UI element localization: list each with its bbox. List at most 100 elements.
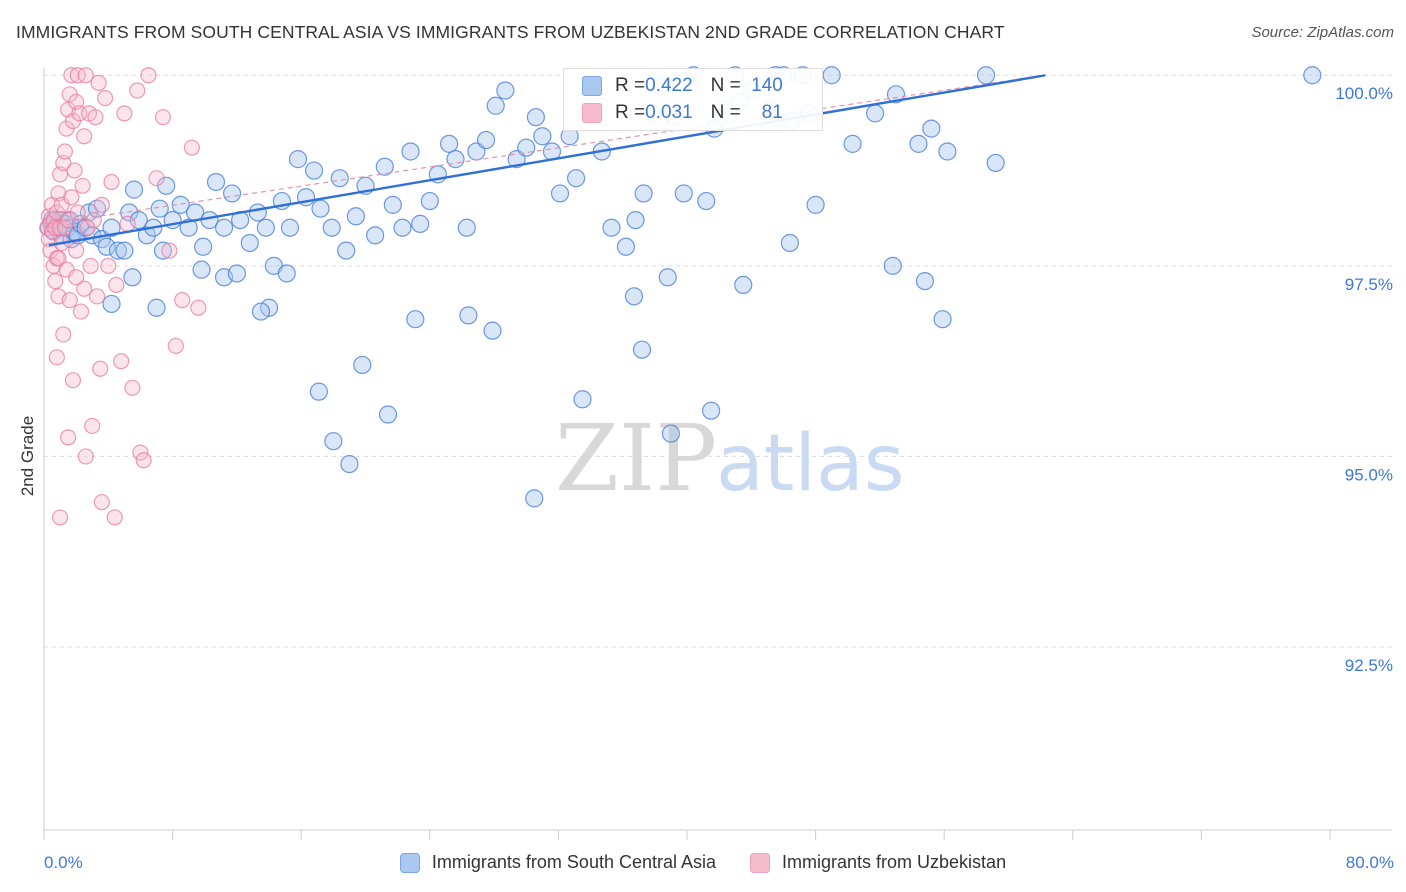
- point-south-central-asia: [256, 218, 275, 237]
- point-south-central-asia: [976, 66, 996, 85]
- point-south-central-asia: [674, 184, 693, 203]
- point-uzbekistan: [85, 211, 102, 229]
- y-tick-labels: 92.5% 95.0% 97.5% 100.0%: [1335, 84, 1393, 675]
- point-uzbekistan: [154, 109, 172, 126]
- point-uzbekistan: [92, 360, 109, 377]
- point-south-central-asia: [401, 142, 420, 161]
- trend-line-south-central-asia: [48, 74, 1046, 247]
- point-south-central-asia: [240, 233, 259, 253]
- point-south-central-asia: [915, 271, 935, 291]
- point-south-central-asia: [526, 108, 545, 127]
- point-south-central-asia: [986, 153, 1005, 173]
- point-south-central-asia: [1303, 66, 1322, 85]
- point-south-central-asia: [658, 268, 677, 287]
- point-uzbekistan: [47, 272, 64, 290]
- point-south-central-asia: [933, 310, 952, 329]
- point-south-central-asia: [222, 184, 242, 203]
- point-south-central-asia: [483, 321, 502, 340]
- point-south-central-asia: [406, 310, 425, 329]
- point-south-central-asia: [459, 306, 478, 325]
- chart-title: IMMIGRANTS FROM SOUTH CENTRAL ASIA VS IM…: [16, 22, 1005, 42]
- point-south-central-asia: [309, 382, 328, 401]
- watermark-atlas: atlas: [716, 419, 905, 509]
- point-uzbekistan: [68, 269, 85, 286]
- point-south-central-asia: [123, 268, 142, 287]
- point-uzbekistan: [148, 170, 165, 187]
- point-south-central-asia: [179, 218, 198, 237]
- point-south-central-asia: [375, 157, 394, 176]
- point-uzbekistan: [66, 162, 83, 179]
- point-south-central-asia: [525, 489, 544, 508]
- point-uzbekistan: [50, 250, 67, 267]
- legend-swatch-pink: [750, 852, 771, 873]
- point-uzbekistan: [84, 417, 101, 435]
- point-south-central-asia: [533, 127, 552, 146]
- stats-swatch-pink: [582, 103, 602, 123]
- point-uzbekistan: [77, 67, 94, 84]
- point-south-central-asia: [457, 218, 476, 237]
- point-uzbekistan: [63, 189, 80, 206]
- point-uzbekistan: [129, 82, 146, 99]
- point-uzbekistan: [61, 292, 78, 309]
- x-tick-label-max: 80.0%: [1345, 853, 1394, 872]
- r-label: R =: [615, 102, 646, 123]
- point-south-central-asia: [661, 424, 681, 443]
- point-south-central-asia: [227, 264, 246, 283]
- point-south-central-asia: [206, 172, 226, 192]
- point-south-central-asia: [439, 134, 459, 153]
- point-south-central-asia: [102, 294, 121, 314]
- point-uzbekistan: [77, 448, 94, 465]
- stats-box: R = 0.422 N = 140 R = 0.031 N = 81: [563, 68, 823, 131]
- point-south-central-asia: [602, 218, 621, 237]
- point-south-central-asia: [697, 191, 716, 211]
- y-tick-label: 92.5%: [1345, 656, 1393, 675]
- series-uzbekistan: [39, 67, 207, 526]
- point-uzbekistan: [116, 105, 133, 122]
- point-south-central-asia: [886, 85, 906, 104]
- point-south-central-asia: [383, 195, 402, 214]
- point-south-central-asia: [102, 218, 121, 237]
- point-south-central-asia: [147, 298, 166, 317]
- stats-row-south-central-asia: R = 0.422 N = 140: [582, 73, 783, 99]
- point-uzbekistan: [76, 128, 93, 145]
- point-south-central-asia: [322, 218, 341, 237]
- point-south-central-asia: [366, 226, 385, 245]
- point-south-central-asia: [277, 264, 296, 283]
- axes: [43, 68, 1392, 840]
- point-south-central-asia: [922, 119, 941, 138]
- point-south-central-asia: [137, 226, 156, 245]
- point-uzbekistan: [183, 139, 200, 156]
- legend-label: Immigrants from South Central Asia: [431, 852, 717, 872]
- point-uzbekistan: [100, 257, 117, 274]
- n-value: 140: [751, 75, 783, 96]
- point-south-central-asia: [324, 432, 343, 451]
- point-uzbekistan: [113, 353, 130, 370]
- point-south-central-asia: [337, 241, 356, 260]
- point-south-central-asia: [150, 199, 169, 218]
- point-south-central-asia: [702, 401, 721, 420]
- point-south-central-asia: [624, 287, 644, 306]
- point-uzbekistan: [93, 494, 110, 511]
- point-south-central-asia: [124, 180, 144, 199]
- point-south-central-asia: [288, 150, 308, 169]
- point-south-central-asia: [153, 241, 173, 260]
- point-south-central-asia: [330, 169, 349, 188]
- r-value: 0.031: [645, 102, 693, 123]
- point-south-central-asia: [115, 241, 134, 260]
- point-south-central-asia: [734, 275, 753, 295]
- r-label: R =: [615, 75, 646, 96]
- point-south-central-asia: [496, 81, 515, 100]
- point-south-central-asia: [566, 169, 586, 188]
- point-south-central-asia: [843, 134, 862, 153]
- legend-item-south-central-asia: Immigrants from South Central Asia: [399, 852, 717, 873]
- point-south-central-asia: [883, 256, 902, 275]
- point-uzbekistan: [68, 242, 85, 259]
- point-uzbekistan: [93, 196, 110, 213]
- point-south-central-asia: [550, 184, 570, 203]
- point-south-central-asia: [634, 184, 653, 203]
- point-uzbekistan: [82, 257, 99, 274]
- point-south-central-asia: [304, 161, 324, 180]
- point-south-central-asia: [446, 150, 465, 169]
- point-south-central-asia: [248, 203, 267, 222]
